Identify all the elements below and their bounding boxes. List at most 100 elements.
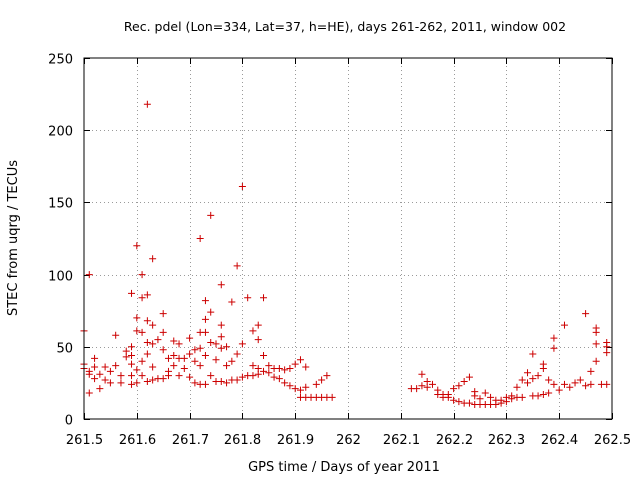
data-point (191, 346, 199, 354)
data-point (128, 372, 136, 380)
data-point (539, 364, 547, 372)
data-point (138, 294, 146, 302)
data-point (112, 331, 120, 339)
data-point (281, 366, 289, 374)
data-point (487, 393, 495, 401)
data-point (133, 327, 141, 335)
data-point (312, 380, 320, 388)
data-point (444, 393, 452, 401)
data-point (164, 354, 172, 362)
data-point (550, 334, 558, 342)
x-tick-labels: 261.5 261.6 261.7 261.8 261.9 262 262.1 262.2 26… (66, 433, 631, 448)
data-point (571, 379, 579, 387)
data-point (201, 297, 209, 305)
data-point (133, 314, 141, 322)
data-point (603, 349, 611, 357)
data-point (117, 372, 125, 380)
data-point (96, 385, 104, 393)
y-tick-label: 100 (48, 270, 73, 285)
x-tick-label: 262.4 (541, 433, 578, 448)
data-point (249, 372, 257, 380)
data-point (186, 334, 194, 342)
data-point (465, 399, 473, 407)
data-point (238, 340, 246, 348)
data-point (244, 294, 252, 302)
data-point (534, 372, 542, 380)
data-point (254, 370, 262, 378)
data-point (207, 372, 215, 380)
data-point (592, 328, 600, 336)
data-point (592, 340, 600, 348)
data-point (143, 291, 151, 299)
data-point (223, 362, 231, 370)
data-point (291, 385, 299, 393)
chart-title: Rec. pdel (Lon=334, Lat=37, h=HE), days … (124, 19, 566, 34)
data-point (201, 380, 209, 388)
data-point (265, 369, 273, 377)
data-point (128, 380, 136, 388)
data-point (260, 367, 268, 375)
data-point (128, 343, 136, 351)
data-point (91, 354, 99, 362)
data-point (254, 336, 262, 344)
x-axis-label: GPS time / Days of year 2011 (248, 460, 440, 475)
data-point (138, 328, 146, 336)
data-point (481, 389, 489, 397)
data-point (413, 385, 421, 393)
x-tick-label: 261.5 (66, 433, 103, 448)
data-point (296, 386, 304, 394)
data-point (159, 328, 167, 336)
data-point (275, 364, 283, 372)
y-tick-labels: 0 50 100 150 200 250 (48, 53, 73, 429)
data-point (545, 389, 553, 397)
data-point (497, 399, 505, 407)
data-point (238, 373, 246, 381)
y-axis-label: STEC from uqrg / TECUs (6, 160, 21, 316)
data-point (560, 380, 568, 388)
data-point (275, 375, 283, 383)
data-point (112, 362, 120, 370)
data-point (217, 321, 225, 329)
data-point (154, 336, 162, 344)
data-point (603, 380, 611, 388)
data-point (196, 344, 204, 352)
data-point (212, 340, 220, 348)
data-point (106, 367, 114, 375)
data-point (471, 392, 479, 400)
x-tick-label: 261.8 (224, 433, 261, 448)
data-point (524, 379, 532, 387)
data-point (217, 344, 225, 352)
data-point (296, 356, 304, 364)
data-point (128, 289, 136, 297)
data-point (529, 350, 537, 358)
data-point (207, 338, 215, 346)
x-tick-label: 262.2 (436, 433, 473, 448)
data-point (122, 353, 130, 361)
data-point (196, 362, 204, 370)
data-point (207, 308, 215, 316)
data-point (133, 242, 141, 250)
data-point (465, 373, 473, 381)
data-point (85, 271, 93, 279)
data-point (201, 351, 209, 359)
data-point (492, 401, 500, 409)
data-point (186, 373, 194, 381)
data-point (149, 340, 157, 348)
data-point (143, 100, 151, 108)
data-point (286, 382, 294, 390)
data-point (518, 393, 526, 401)
data-point (249, 362, 257, 370)
data-point (186, 350, 194, 358)
data-point (117, 379, 125, 387)
data-point (143, 338, 151, 346)
data-point (191, 379, 199, 387)
data-point (196, 235, 204, 242)
data-point (223, 343, 231, 351)
data-point (106, 379, 114, 387)
data-point (159, 346, 167, 354)
y-tick-label: 250 (48, 53, 73, 68)
data-point (138, 271, 146, 279)
data-point (128, 351, 136, 359)
data-point (428, 380, 436, 388)
